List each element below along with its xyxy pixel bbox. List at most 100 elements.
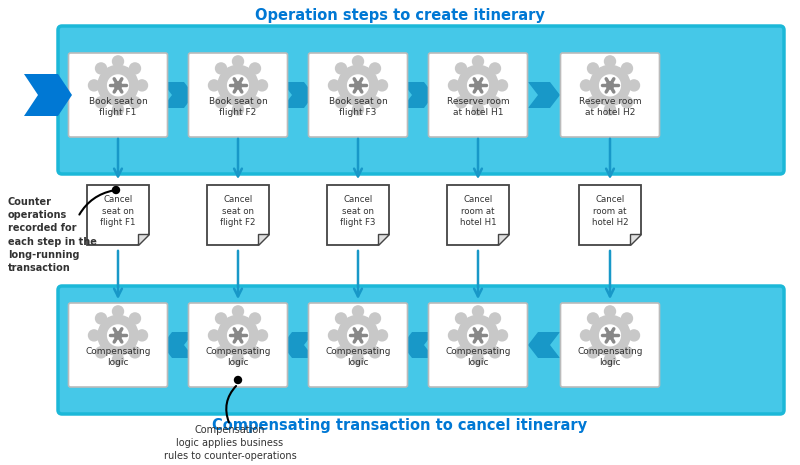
Circle shape [490,63,501,74]
Circle shape [353,354,363,365]
Circle shape [98,315,138,355]
Polygon shape [447,185,509,245]
Polygon shape [282,82,314,108]
Circle shape [587,63,598,74]
Circle shape [218,66,258,106]
Text: Compensating
logic: Compensating logic [326,347,390,367]
Circle shape [233,56,243,67]
Circle shape [114,82,122,89]
Circle shape [234,377,242,384]
Text: Cancel
seat on
flight F3: Cancel seat on flight F3 [340,195,376,227]
Circle shape [370,313,381,324]
Circle shape [338,315,378,355]
Circle shape [490,313,501,324]
Polygon shape [207,185,269,245]
Text: Compensating transaction to cancel itinerary: Compensating transaction to cancel itine… [213,418,587,433]
Circle shape [107,325,128,346]
Circle shape [353,104,363,115]
Text: Reserve room
at hotel H1: Reserve room at hotel H1 [446,97,510,117]
FancyBboxPatch shape [561,53,659,137]
Circle shape [215,97,226,108]
Polygon shape [138,234,149,245]
Circle shape [233,354,243,365]
Circle shape [89,330,99,341]
Circle shape [622,97,633,108]
Text: Cancel
seat on
flight F1: Cancel seat on flight F1 [100,195,136,227]
Polygon shape [327,185,389,245]
Circle shape [114,332,122,339]
Circle shape [377,330,387,341]
Circle shape [250,347,261,358]
Circle shape [329,330,339,341]
Circle shape [474,332,482,339]
Polygon shape [498,234,509,245]
Circle shape [257,330,267,341]
Circle shape [370,63,381,74]
Circle shape [250,63,261,74]
Circle shape [629,80,639,91]
FancyBboxPatch shape [309,303,407,387]
Circle shape [89,80,99,91]
FancyBboxPatch shape [189,303,287,387]
Circle shape [233,104,243,115]
FancyBboxPatch shape [69,303,167,387]
Circle shape [467,75,488,96]
Circle shape [335,347,346,358]
Circle shape [587,347,598,358]
Text: Compensation
logic applies business
rules to counter-operations: Compensation logic applies business rule… [164,425,296,461]
Circle shape [257,80,267,91]
Circle shape [130,63,141,74]
Circle shape [215,313,226,324]
Circle shape [606,82,614,89]
FancyBboxPatch shape [429,303,527,387]
Circle shape [590,315,630,355]
Circle shape [347,75,368,96]
Polygon shape [87,185,149,245]
Text: Book seat on
flight F1: Book seat on flight F1 [89,97,147,117]
Circle shape [473,354,483,365]
Circle shape [622,313,633,324]
Circle shape [449,330,459,341]
Circle shape [113,354,123,365]
Polygon shape [528,332,560,358]
Text: Book seat on
flight F2: Book seat on flight F2 [209,97,267,117]
Circle shape [455,63,466,74]
Circle shape [622,63,633,74]
Circle shape [95,97,106,108]
Circle shape [218,315,258,355]
Circle shape [455,313,466,324]
Text: Compensating
logic: Compensating logic [446,347,510,367]
Circle shape [590,66,630,106]
Circle shape [605,104,615,115]
Circle shape [629,330,639,341]
Circle shape [370,347,381,358]
Circle shape [497,330,507,341]
Circle shape [113,104,123,115]
Text: Compensating
logic: Compensating logic [206,347,270,367]
Circle shape [95,347,106,358]
Circle shape [622,347,633,358]
Circle shape [497,80,507,91]
Circle shape [113,56,123,67]
Polygon shape [378,234,389,245]
FancyBboxPatch shape [58,286,784,414]
Circle shape [137,330,147,341]
Circle shape [215,63,226,74]
FancyBboxPatch shape [69,53,167,137]
Polygon shape [162,332,194,358]
Circle shape [250,97,261,108]
Circle shape [354,82,362,89]
Circle shape [455,347,466,358]
Circle shape [338,66,378,106]
FancyBboxPatch shape [189,53,287,137]
Text: Operation steps to create itinerary: Operation steps to create itinerary [255,8,545,23]
Polygon shape [579,185,641,245]
Circle shape [354,332,362,339]
Circle shape [605,354,615,365]
FancyBboxPatch shape [561,303,659,387]
Circle shape [95,313,106,324]
Circle shape [335,313,346,324]
Circle shape [329,80,339,91]
Circle shape [600,75,621,96]
Circle shape [215,347,226,358]
